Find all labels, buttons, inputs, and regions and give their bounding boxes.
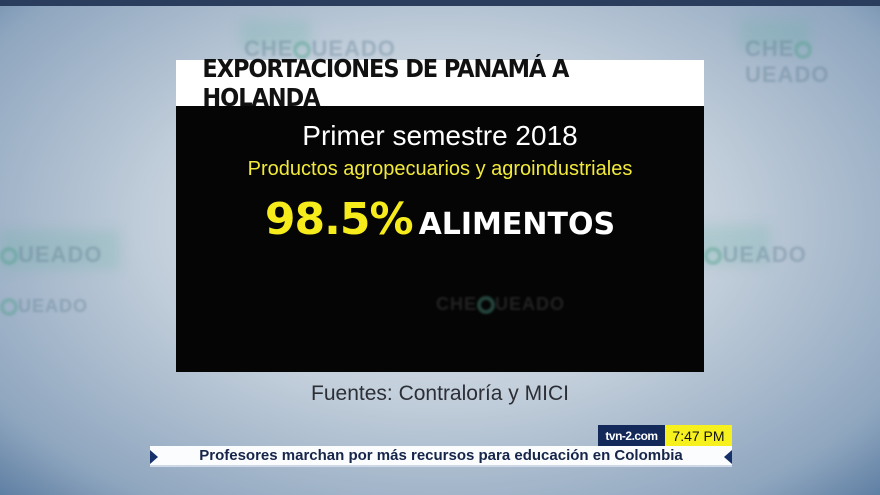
graphic-title: EXPORTACIONES DE PANAMÁ A HOLANDA (202, 54, 569, 112)
triangle-right-icon (150, 450, 158, 464)
news-ticker: Profesores marchan por más recursos para… (150, 446, 732, 467)
category-label: ALIMENTOS (418, 207, 616, 242)
sources-text: Fuentes: Contraloría y MICI (311, 382, 569, 405)
subtitle-text: Productos agropecuarios y agroindustrial… (247, 158, 633, 180)
info-panel: Primer semestre 2018 Productos agropecua… (176, 106, 704, 372)
highlight-stat: 98.5% ALIMENTOS (176, 194, 704, 245)
triangle-left-icon (724, 450, 732, 464)
site-badge: tvn-2.com (598, 425, 665, 446)
ticker-headline: Profesores marchan por más recursos para… (199, 447, 683, 464)
time-badge: 7:47 PM (665, 425, 732, 446)
top-edge (0, 0, 880, 6)
chequeado-watermark-logo: CHEUEADO (745, 36, 830, 87)
chequeado-watermark-logo: UEADO (0, 296, 88, 317)
chequeado-watermark-logo: UEADO (0, 242, 102, 268)
watermark-blur (0, 230, 120, 270)
period-text: Primer semestre 2018 (302, 120, 578, 151)
graphic-title-box: EXPORTACIONES DE PANAMÁ A HOLANDA (176, 54, 704, 112)
percentage-value: 98.5% (264, 194, 414, 245)
